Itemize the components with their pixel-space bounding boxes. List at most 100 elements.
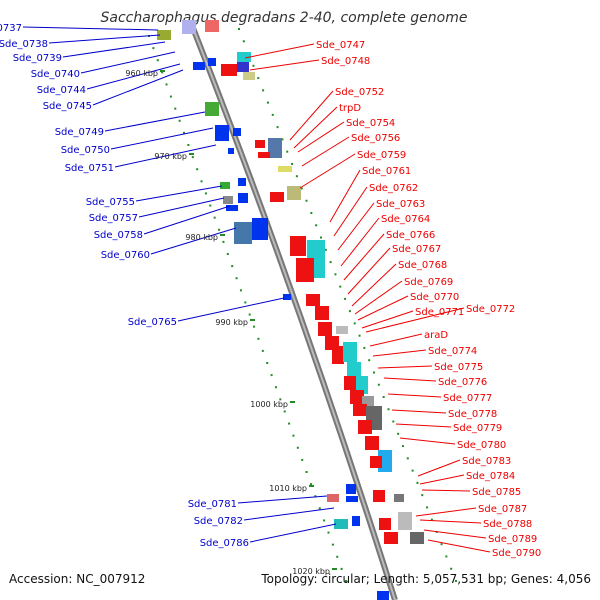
forward-gene	[157, 30, 171, 40]
inner-dotted-track	[292, 434, 295, 437]
forward-gene-label: Sde_0758	[94, 230, 143, 241]
reverse-gene-label: Sde_0771	[415, 307, 464, 318]
forward-gene	[346, 484, 356, 494]
forward-gene	[377, 591, 389, 600]
inner-dotted-track	[183, 131, 186, 134]
scale-tick-label: 980 kbp	[185, 233, 218, 242]
accession-text: Accession: NC_007912	[9, 572, 146, 586]
reverse-label-connector	[417, 459, 461, 477]
forward-gene	[346, 496, 358, 502]
inner-dotted-track	[161, 71, 164, 74]
inner-dotted-track	[226, 253, 229, 255]
reverse-gene	[296, 258, 314, 282]
scale-tick-mark	[332, 568, 337, 570]
forward-label-connector	[150, 227, 237, 255]
outer-dotted-track	[445, 555, 448, 558]
reverse-gene-label: Sde_0789	[488, 534, 537, 545]
inner-dotted-track	[156, 59, 159, 62]
forward-gene-label: Sde_0745	[43, 101, 92, 112]
reverse-gene	[315, 306, 329, 320]
reverse-gene-label: Sde_0754	[346, 118, 395, 129]
reverse-gene-label: Sde_0775	[434, 362, 483, 373]
outer-dotted-track	[262, 89, 265, 92]
reverse-gene-label: Sde_0752	[335, 87, 384, 98]
reverse-label-connector	[419, 474, 465, 485]
forward-label-connector	[138, 197, 225, 218]
forward-gene	[234, 222, 252, 244]
reverse-gene-label: Sde_0785	[472, 487, 521, 498]
reverse-gene	[384, 532, 398, 544]
outer-dotted-track	[377, 383, 380, 386]
genome-stats-text: Topology: circular; Length: 5,057,531 bp…	[261, 572, 591, 586]
reverse-gene	[347, 362, 361, 376]
reverse-gene	[365, 436, 379, 450]
forward-label-connector	[177, 297, 285, 322]
reverse-label-connector	[372, 349, 427, 357]
scale-tick-label: 1020 kbp	[292, 567, 330, 576]
scale-tick-mark	[220, 234, 225, 236]
forward-gene-label: Sde_0765	[128, 317, 177, 328]
reverse-gene	[278, 166, 292, 172]
inner-dotted-track	[191, 156, 194, 159]
reverse-label-connector	[365, 307, 465, 333]
outer-dotted-track	[382, 396, 385, 398]
reverse-gene	[353, 404, 367, 416]
reverse-gene-label: Sde_0769	[404, 277, 453, 288]
forward-gene	[226, 205, 238, 211]
outer-dotted-track	[348, 310, 351, 313]
reverse-gene-label: Sde_0783	[462, 456, 511, 467]
outer-dotted-track	[310, 212, 313, 214]
reverse-label-connector	[340, 217, 380, 267]
reverse-gene	[379, 518, 391, 530]
reverse-gene-label: Sde_0780	[457, 440, 506, 451]
reverse-gene	[237, 52, 251, 62]
map-title: Saccharophagus degradans 2-40, complete …	[101, 10, 468, 26]
inner-dotted-track	[309, 483, 312, 486]
reverse-label-connector	[419, 519, 482, 524]
reverse-gene	[268, 138, 282, 158]
forward-label-connector	[243, 507, 335, 521]
forward-gene	[334, 519, 348, 529]
forward-label-connector	[92, 69, 184, 106]
forward-gene	[327, 494, 339, 502]
reverse-label-connector	[399, 437, 456, 445]
inner-dotted-track	[187, 144, 190, 146]
reverse-label-connector	[299, 153, 356, 189]
inner-dotted-track	[152, 47, 155, 50]
outer-dotted-track	[368, 359, 371, 362]
reverse-gene-label: Sde_0790	[492, 548, 541, 559]
reverse-gene-label: Sde_0759	[357, 150, 406, 161]
reverse-gene	[243, 72, 255, 80]
scale-tick-mark	[309, 485, 314, 487]
forward-gene-label: Sde_0739	[13, 53, 62, 64]
inner-dotted-track	[318, 507, 321, 510]
forward-label-connector	[86, 63, 181, 90]
reverse-gene	[237, 62, 249, 72]
inner-dotted-track	[178, 119, 181, 122]
forward-gene-label: Sde_0749	[55, 127, 104, 138]
scale-tick-label: 970 kbp	[154, 152, 187, 161]
inner-dotted-track	[301, 458, 304, 461]
forward-label-connector	[143, 205, 231, 235]
reverse-label-connector	[337, 202, 375, 251]
outer-dotted-track	[281, 138, 284, 141]
reverse-gene-label: Sde_0762	[369, 183, 418, 194]
reverse-gene	[306, 294, 320, 306]
outer-dotted-track	[387, 408, 390, 411]
inner-dotted-track	[257, 337, 260, 340]
forward-gene	[283, 294, 291, 300]
reverse-gene	[318, 322, 332, 336]
inner-dotted-track	[340, 567, 343, 570]
inner-dotted-track	[327, 531, 330, 534]
forward-gene-label: Sde_0781	[188, 499, 237, 510]
reverse-gene-label: Sde_0770	[410, 292, 459, 303]
forward-gene-label: Sde_0740	[31, 69, 80, 80]
reverse-gene-label: Sde_0776	[438, 377, 487, 388]
inner-dotted-track	[270, 374, 273, 377]
reverse-gene-label: Sde_0784	[466, 471, 515, 482]
inner-dotted-track	[261, 349, 264, 352]
outer-dotted-track	[373, 371, 376, 374]
forward-gene-label: Sde_0755	[86, 197, 135, 208]
inner-dotted-track	[305, 471, 308, 473]
